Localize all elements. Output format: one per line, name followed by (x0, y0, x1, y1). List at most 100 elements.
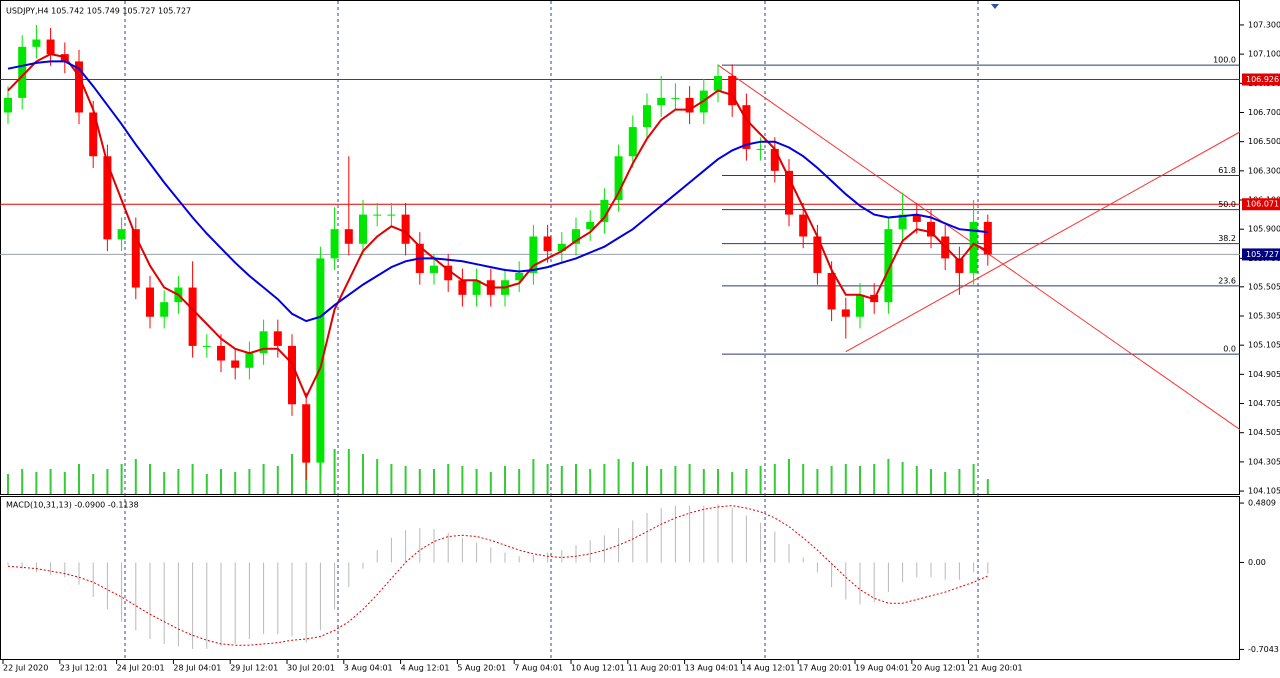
candle-body (202, 345, 211, 347)
volume-bar (248, 469, 251, 494)
volume-bar (220, 469, 222, 494)
x-tick-label: 7 Aug 04:01 (514, 664, 563, 673)
volume-bar (418, 469, 421, 494)
x-tick-label: 17 Aug 20:01 (798, 664, 852, 673)
candle-body (841, 309, 850, 317)
volume-bar (404, 466, 407, 494)
candle-body (359, 214, 367, 244)
candle-body (472, 280, 481, 295)
volume-bar (575, 464, 577, 494)
candle-body (756, 148, 765, 150)
candle-body (75, 61, 83, 113)
x-tick-label: 20 Aug 12:01 (912, 664, 966, 673)
macd-label: MACD(10,31,13) -0.0900 -0.1138 (6, 501, 139, 510)
candle-body (955, 258, 964, 273)
candle-body (983, 221, 992, 255)
candle-body (785, 170, 793, 215)
candle-body (884, 229, 893, 303)
price-label: 106.071 (1246, 200, 1279, 209)
y-tick-label: 104.505 (1248, 428, 1280, 437)
volume-bar (163, 472, 166, 494)
macd-panel (0, 496, 1240, 660)
fib-label: 50.0 (1218, 200, 1236, 209)
fib-label: 0.0 (1223, 345, 1236, 354)
macd-y-tick-label: -0.7043 (1248, 645, 1279, 654)
volume-bar (21, 469, 24, 494)
x-tick-label: 24 Jul 20:01 (117, 664, 165, 673)
candle-body (103, 156, 112, 240)
fib-label: 100.0 (1213, 56, 1236, 65)
volume-bar (560, 466, 563, 494)
volume-bar (915, 466, 918, 494)
volume-bar (191, 464, 194, 494)
x-tick-label: 11 Aug 20:01 (628, 664, 682, 673)
volume-bar (859, 466, 861, 494)
volume-bar (447, 464, 450, 494)
candle-body (912, 214, 921, 222)
candle-body (586, 221, 595, 230)
y-tick-label: 105.505 (1248, 282, 1280, 291)
y-tick-label: 104.905 (1248, 370, 1280, 379)
y-tick-label: 104.305 (1248, 457, 1280, 466)
macd-y-tick-label: 0.00 (1248, 558, 1266, 567)
volume-bar (788, 459, 790, 494)
y-tick-label: 106.500 (1248, 137, 1280, 146)
candle-body (46, 39, 55, 55)
volume-bar (986, 479, 989, 494)
chart-title: USDJPY,H4 105.742 105.749 105.727 105.72… (6, 7, 191, 16)
volume-bar (702, 469, 705, 494)
fib-label: 61.8 (1218, 166, 1236, 175)
volume-bar (958, 469, 961, 494)
candle-body (742, 105, 751, 149)
volume-bar (901, 462, 904, 494)
volume-bar (546, 464, 549, 494)
candle-body (813, 236, 822, 273)
candle-body (628, 127, 637, 157)
candle-body (18, 46, 27, 98)
volume-bar (134, 459, 137, 494)
candle-body (160, 302, 169, 317)
price-label-box (1242, 73, 1280, 86)
candle-body (32, 39, 41, 47)
candle-body (302, 404, 311, 463)
candle-body (770, 148, 779, 171)
candle-body (543, 236, 552, 252)
volume-bar (830, 466, 833, 494)
candle-body (89, 112, 98, 157)
volume-bar (731, 472, 734, 494)
volume-bar (63, 472, 66, 494)
volume-bar (504, 466, 506, 494)
x-tick-label: 14 Aug 12:01 (741, 664, 795, 673)
fib-label: 38.2 (1218, 234, 1236, 243)
volume-bar (674, 466, 677, 494)
candle-body (799, 214, 808, 237)
volume-bar (816, 469, 819, 494)
volume-bar (631, 462, 634, 494)
axes: 107.300107.100106.900106.700106.500106.3… (2, 20, 1280, 673)
volume-bar (205, 474, 208, 494)
x-tick-label: 21 Aug 20:01 (969, 664, 1023, 673)
candle-body (685, 97, 694, 113)
main-panel (0, 0, 1240, 495)
candle-body (657, 97, 666, 106)
volume-bar (589, 469, 592, 494)
volume-bar (177, 469, 180, 494)
price-label: 105.727 (1246, 250, 1279, 259)
volume-bar (475, 469, 478, 494)
y-tick-label: 106.700 (1248, 108, 1280, 117)
candle-body (273, 331, 282, 346)
x-tick-label: 5 Aug 20:01 (457, 664, 506, 673)
candle-body (827, 272, 836, 310)
volume-bar (759, 466, 762, 494)
candle-body (217, 345, 225, 361)
y-tick-label: 105.305 (1248, 311, 1280, 320)
volume-bar (234, 472, 237, 494)
candle-body (458, 280, 467, 295)
volume-bar (291, 454, 293, 494)
volume-bar (617, 459, 620, 494)
candle-body (401, 214, 410, 244)
candle-body (316, 258, 325, 463)
shift-marker (991, 4, 999, 9)
